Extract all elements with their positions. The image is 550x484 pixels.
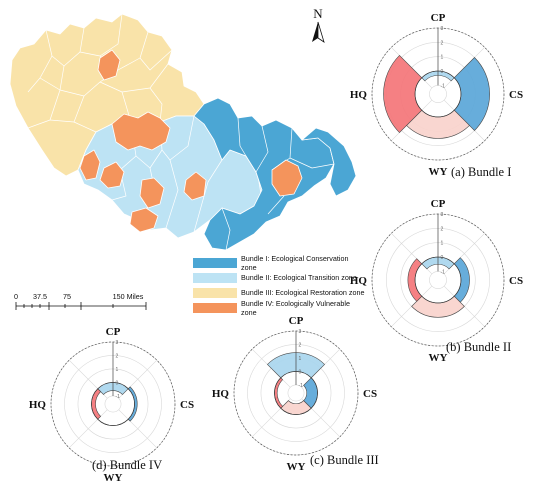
legend-swatch — [193, 287, 237, 298]
grid-spoke — [118, 409, 158, 449]
bar-hq — [91, 388, 102, 420]
ring-tick-label: 2 — [441, 40, 444, 46]
bar-cs — [453, 257, 470, 303]
scale-tick-0: 0 — [14, 292, 18, 301]
radial-chart-bundle-2: -1 0 1 2 3 CP CS WY HQ — [350, 198, 523, 364]
ring-tick-label: 2 — [441, 226, 444, 232]
ring-tick-label: 1 — [441, 55, 444, 61]
radial-charts: -1 0 1 2 3 CP CS WY HQ -1 0 1 2 3 CP CS WY HQ -1 0 1 2 3 CP CS WY… — [29, 12, 523, 484]
axis-label-wy: WY — [429, 352, 448, 364]
north-label: N — [313, 6, 323, 21]
county-lines — [27, 13, 173, 133]
axis-label-cs: CS — [180, 399, 194, 411]
ring-tick-label: 1 — [116, 367, 119, 373]
scale-tick-2: 75 — [63, 292, 71, 301]
axis-label-cs: CS — [363, 388, 377, 400]
ring-tick-label: 3 — [299, 329, 302, 335]
legend-label: Bundle I: Ecological Conservation zone — [241, 253, 349, 272]
axis-label-hq: HQ — [350, 275, 368, 287]
ring-tick-label: 0 — [441, 255, 444, 261]
ring-tick-label: 3 — [116, 340, 119, 346]
ring-tick-label: 1 — [299, 356, 302, 362]
legend-label: Bundle II: Ecological Transition zone — [241, 273, 357, 282]
ring-tick-label: -1 — [441, 269, 446, 275]
map-zone-restoration — [9, 13, 205, 177]
map-legend: Bundle I: Ecological Conservation zone B… — [193, 253, 365, 317]
grid-spoke — [68, 409, 108, 449]
axis-label-cs: CS — [509, 275, 523, 287]
axis-label-hq: HQ — [212, 388, 230, 400]
ring-tick-label: 2 — [299, 342, 302, 348]
ring-tick-label: -1 — [299, 383, 304, 389]
bar-hq — [274, 377, 284, 409]
legend-item: Bundle I: Ecological Conservation zone — [193, 253, 365, 272]
legend-label: Bundle III: Ecological Restoration zone — [241, 288, 365, 297]
scale-tick-3: 150 Miles — [113, 292, 144, 301]
bar-wy — [411, 295, 465, 318]
legend-swatch — [193, 302, 237, 313]
bar-cs — [127, 386, 138, 422]
caption-bundle-4: (d) Bundle IV — [92, 458, 163, 472]
ring-tick-label: 0 — [441, 69, 444, 75]
ring-tick-label: 3 — [441, 212, 444, 218]
caption-bundle-2: (b) Bundle II — [446, 340, 512, 354]
ring-tick-label: 0 — [116, 380, 119, 386]
ring-tick-label: 1 — [441, 241, 444, 247]
map-zone-conservation-east — [301, 127, 357, 197]
north-arrow — [312, 21, 325, 43]
scale-tick-1: 37.5 — [33, 292, 47, 301]
map-zone-conservation — [193, 97, 335, 251]
legend-label: Bundle IV: Ecologically Vulnerable zone — [241, 298, 350, 317]
axis-label-cp: CP — [106, 326, 121, 338]
ring-tick-label: -1 — [116, 394, 121, 400]
axis-label-cp: CP — [431, 198, 446, 210]
axis-label-wy: WY — [104, 472, 123, 484]
radial-chart-bundle-1: -1 0 1 2 3 CP CS WY HQ — [350, 12, 523, 178]
ring-tick-label: 3 — [441, 26, 444, 32]
legend-item: Bundle IV: Ecologically Vulnerable zone — [193, 298, 365, 317]
axis-label-wy: WY — [429, 166, 448, 178]
caption-bundle-1: (a) Bundle I — [451, 165, 512, 179]
legend-swatch — [193, 272, 237, 283]
map-zone-vulnerable — [79, 49, 303, 233]
axis-label-cp: CP — [431, 12, 446, 24]
caption-bundle-3: (c) Bundle III — [310, 453, 379, 467]
legend-swatch — [193, 257, 237, 268]
region-map — [9, 13, 357, 251]
scale-bar — [15, 302, 147, 310]
axis-label-hq: HQ — [350, 89, 368, 101]
axis-label-cs: CS — [509, 89, 523, 101]
legend-item: Bundle II: Ecological Transition zone — [193, 270, 365, 285]
ring-tick-label: -1 — [441, 83, 446, 89]
ring-tick-label: 0 — [299, 369, 302, 375]
ring-tick-label: 2 — [116, 353, 119, 359]
legend-item: Bundle III: Ecological Restoration zone — [193, 285, 365, 300]
axis-label-wy: WY — [287, 461, 306, 473]
axis-label-cp: CP — [289, 315, 304, 327]
radial-chart-bundle-3: -1 0 1 2 3 CP CS WY HQ — [212, 315, 377, 473]
radial-chart-bundle-4: -1 0 1 2 3 CP CS WY HQ — [29, 326, 194, 484]
axis-label-hq: HQ — [29, 399, 47, 411]
